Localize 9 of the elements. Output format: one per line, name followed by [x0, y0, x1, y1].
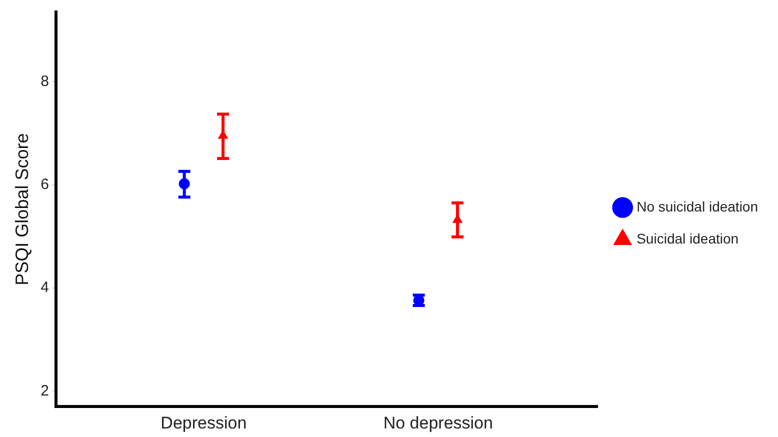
- legend-label: No suicidal ideation: [636, 198, 758, 214]
- y-tick-label: 8: [40, 72, 49, 90]
- x-tick-label: Depression: [160, 413, 247, 432]
- y-tick-label: 6: [40, 176, 49, 193]
- x-tick-label: No depression: [383, 413, 493, 432]
- y-tick-label: 2: [40, 382, 49, 400]
- legend-label: Suicidal ideation: [636, 230, 739, 246]
- y-tick-label: 4: [40, 279, 49, 296]
- y-axis-title: PSQI Global Score: [12, 133, 32, 286]
